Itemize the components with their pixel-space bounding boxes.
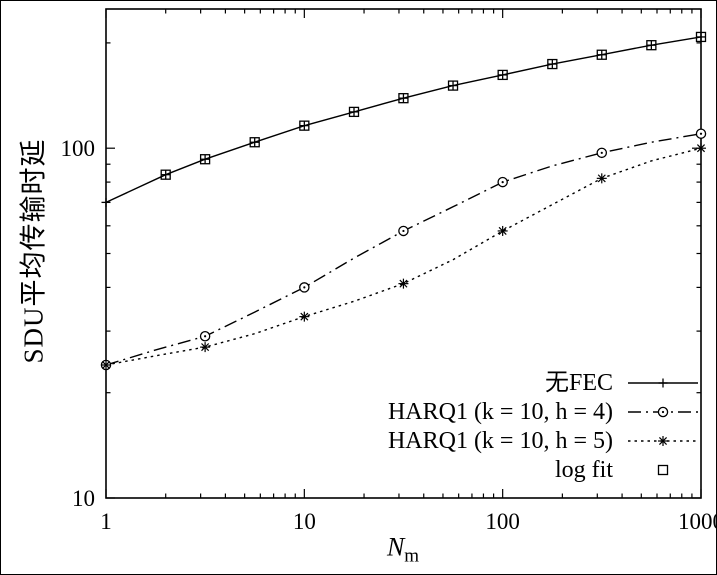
legend-sample-log-fit — [657, 464, 669, 475]
series-3-marker — [398, 93, 409, 104]
legend-sample-marker — [657, 464, 669, 475]
series-2-marker — [497, 225, 508, 236]
square-marker-icon — [199, 154, 211, 165]
legend-label-log-fit: log fit — [555, 456, 613, 483]
x-axis-title-symbol: N — [386, 532, 405, 562]
series-3-marker — [646, 40, 657, 51]
series-3-marker — [199, 154, 211, 165]
circle-marker-dot — [402, 229, 405, 233]
legend-sample-marker — [658, 378, 668, 387]
legend-row-no-fec: 无FEC — [388, 368, 700, 397]
series-2-marker — [696, 143, 706, 154]
legend-row-harq1-h5: HARQ1 (k = 10, h = 5) — [388, 426, 700, 455]
x-axis-title: Nm — [387, 532, 419, 567]
square-marker-icon — [348, 106, 360, 118]
circle-marker-dot — [204, 335, 207, 338]
series-3-marker — [348, 106, 360, 118]
series-3-marker — [547, 58, 558, 70]
square-marker-icon — [299, 120, 310, 131]
circle-marker-dot — [699, 132, 703, 135]
square-marker-icon — [547, 58, 558, 70]
series-0-marker — [161, 170, 171, 180]
circle-marker-dot — [600, 151, 603, 154]
series-2-marker — [299, 311, 310, 322]
series-3-marker — [596, 49, 607, 60]
series-line-0 — [105, 36, 702, 204]
series-0-marker — [250, 137, 260, 147]
square-marker-icon — [695, 31, 707, 43]
legend-sample-no-fec — [628, 378, 698, 387]
series-1-marker — [596, 147, 608, 159]
series-0-marker — [597, 50, 607, 60]
square-marker-icon — [249, 137, 260, 148]
x-axis-title-subscript: m — [404, 545, 420, 567]
series-3-marker — [497, 69, 508, 81]
square-marker-icon — [447, 80, 459, 91]
legend-sample-harq1-h4 — [628, 406, 698, 417]
asterisk-marker-icon — [101, 360, 111, 370]
circle-marker-dot — [661, 410, 665, 413]
legend-label-no-fec: 无FEC — [544, 369, 613, 396]
series-line-1 — [105, 133, 702, 366]
square-marker-icon — [398, 93, 409, 104]
series-2-marker — [596, 173, 607, 184]
series-line-2 — [105, 147, 702, 366]
series-1-marker — [299, 282, 310, 293]
legend-label-harq1-h4: HARQ1 (k = 10, h = 4) — [387, 398, 613, 425]
series-0-marker — [299, 121, 309, 131]
square-marker-icon — [646, 40, 657, 51]
legend-row-log-fit: log fit — [388, 455, 700, 484]
asterisk-marker-icon — [300, 312, 309, 321]
square-marker-icon — [657, 464, 669, 475]
legend-sample-marker — [658, 435, 668, 446]
legend: 无FEC HARQ1 (k = 10, h = 4) HARQ1 (k = 10… — [388, 368, 700, 484]
series-0-marker — [101, 197, 111, 207]
y-tick-label: 100 — [61, 136, 96, 161]
series-0-marker — [547, 59, 557, 69]
asterisk-marker-icon — [399, 279, 408, 288]
asterisk-marker-icon — [658, 436, 668, 445]
series-0-marker — [498, 70, 508, 80]
square-marker-icon — [596, 49, 607, 60]
circle-marker-dot — [501, 180, 504, 184]
series-3-marker — [299, 120, 310, 131]
series-0-marker — [448, 81, 458, 91]
asterisk-marker-icon — [201, 343, 210, 352]
asterisk-marker-icon — [498, 226, 507, 235]
x-tick-label: 10 — [293, 509, 316, 534]
series-1-marker — [497, 176, 508, 188]
legend-label-harq1-h5: HARQ1 (k = 10, h = 5) — [387, 427, 613, 454]
series-1-marker — [398, 225, 409, 237]
series-2-marker — [398, 278, 409, 289]
circle-marker-dot — [303, 286, 306, 289]
asterisk-marker-icon — [696, 144, 706, 153]
y-tick-label: 10 — [72, 486, 95, 511]
x-tick-label: 1000 — [678, 509, 717, 534]
x-tick-label: 100 — [485, 509, 520, 534]
series-1-marker — [695, 128, 707, 139]
x-tick-label: 1 — [100, 509, 112, 534]
series-0-marker — [398, 93, 408, 103]
y-axis-title: SDU平均传输时延 — [18, 138, 49, 364]
asterisk-marker-icon — [597, 174, 606, 183]
series-2-marker — [200, 342, 211, 353]
square-marker-icon — [497, 69, 508, 81]
series-1-marker — [199, 331, 211, 342]
series-0-marker — [349, 107, 359, 117]
series-0-marker — [696, 32, 706, 42]
series-0-marker — [200, 154, 210, 164]
legend-sample-marker — [657, 406, 669, 417]
square-marker-icon — [160, 169, 171, 180]
series-2-marker — [101, 360, 111, 371]
series-3-marker — [695, 31, 707, 43]
legend-sample-harq1-h5 — [628, 435, 698, 446]
series-0-marker — [646, 40, 656, 50]
series-3-marker — [447, 80, 459, 91]
legend-row-harq1-h4: HARQ1 (k = 10, h = 4) — [388, 397, 700, 426]
series-3-marker — [160, 169, 171, 180]
series-3-marker — [249, 137, 260, 148]
